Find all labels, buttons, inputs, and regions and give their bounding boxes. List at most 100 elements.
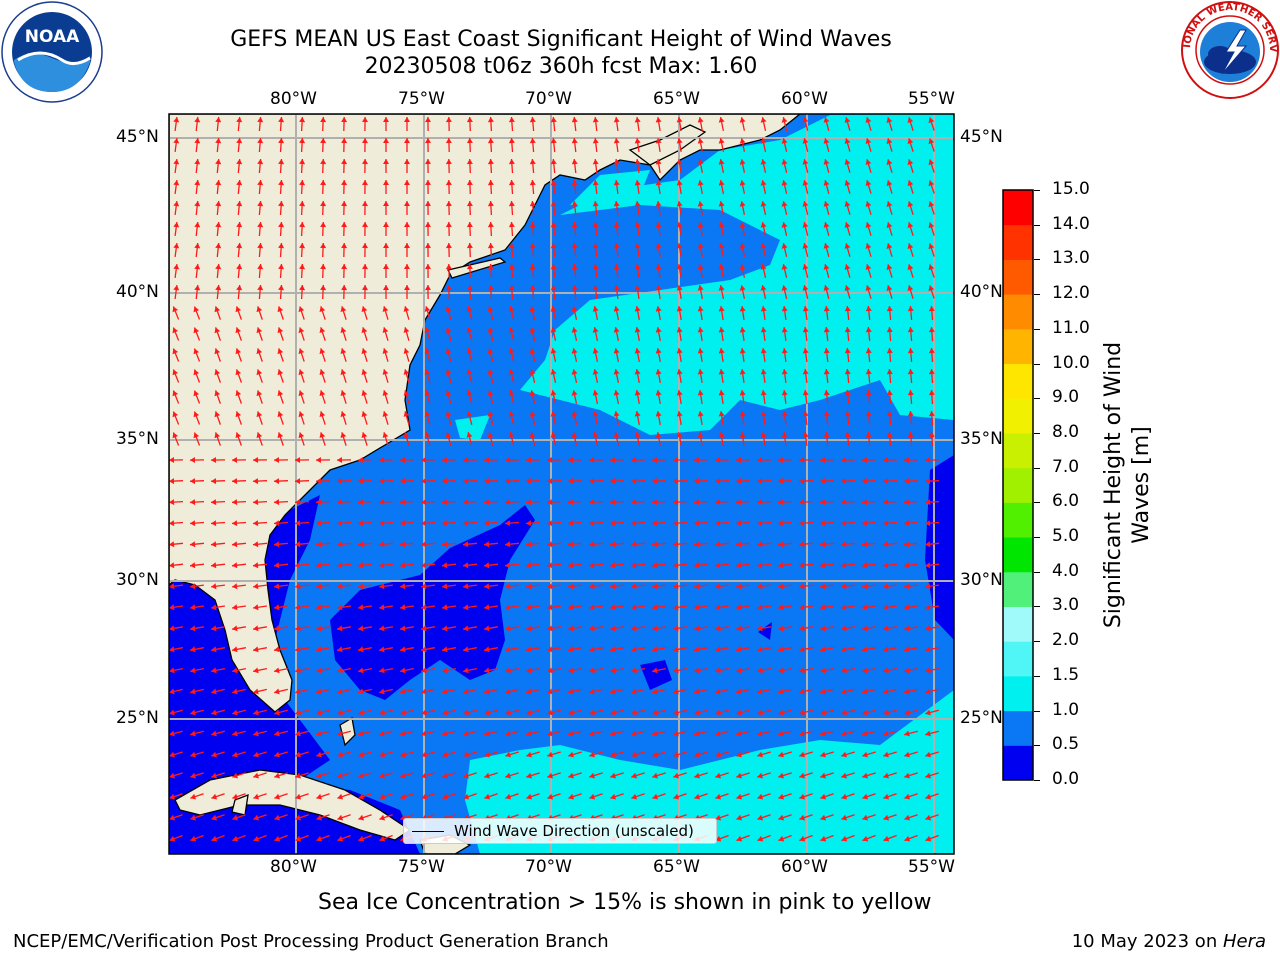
wave-direction-arrowhead [383,201,389,206]
wave-direction-arrowhead [715,646,721,653]
land-long-island [447,257,507,279]
wave-direction-arrowhead [715,625,721,632]
wave-direction-arrowhead [634,411,641,417]
wave-direction-arrowhead [442,730,448,737]
wave-direction-arrowhead [802,369,809,375]
wave-direction-arrowhead [484,541,490,548]
wave-direction-arrowhead [844,306,851,312]
lat-label-left: 25°N [116,708,159,728]
wave-direction-arrowhead [634,285,641,291]
wave-direction-arrowhead [781,369,788,375]
wave-direction-arrowhead [379,793,385,800]
wave-direction-arrowhead [274,751,280,758]
wave-direction-arrowhead [194,117,201,123]
wave-direction-arrowhead [404,264,410,269]
wave-direction-arrowhead [257,180,264,186]
colorbar-tick [1034,675,1040,677]
wave-direction-arrowhead [358,793,364,800]
wave-direction-arrowhead [169,814,176,821]
wave-direction-arrowhead [841,562,847,569]
wave-direction-arrowhead [694,772,700,779]
wave-direction-arrowhead [715,772,721,779]
wave-direction-arrowhead [214,348,221,355]
wave-direction-arrowhead [592,138,599,144]
wave-direction-arrowhead [799,772,805,779]
wave-direction-arrowhead [799,751,805,758]
wave-direction-arrowhead [589,625,595,632]
wave-direction-arrowhead [424,432,431,438]
wave-direction-arrowhead [295,583,301,590]
wave-direction-arrowhead [382,432,389,438]
wave-direction-arrowhead [904,625,910,632]
wave-direction-arrowhead [844,432,851,438]
wave-direction-arrowhead [841,604,847,611]
colorbar-segment [1003,571,1033,607]
wave-direction-arrowhead [865,327,872,333]
wave-direction-arrowhead [694,688,700,695]
wave-direction-arrowhead [673,751,679,758]
wave-zone-1-1.5-south [465,690,954,854]
wave-direction-arrowhead [928,201,935,208]
wave-direction-arrowhead [883,646,889,653]
wave-direction-arrowhead [571,243,578,249]
wave-direction-arrowhead [631,751,637,758]
colorbar-tick [1034,224,1040,226]
wave-direction-arrowhead [757,751,763,758]
wave-direction-arrowhead [547,730,553,737]
wave-direction-arrowhead [253,772,259,779]
wave-direction-arrowhead [424,390,431,396]
wave-direction-arrowhead [928,390,935,396]
wave-direction-arrowhead [736,835,743,842]
wave-direction-arrowhead [631,478,637,485]
wave-direction-arrowhead [739,348,746,354]
wave-direction-arrowhead [883,730,889,737]
wave-direction-arrowhead [673,667,679,674]
wave-direction-arrowhead [211,604,217,611]
wave-direction-arrowhead [862,499,868,506]
wave-direction-arrowhead [487,222,494,228]
wave-direction-arrowhead [841,520,847,527]
wave-direction-arrowhead [340,369,347,375]
wave-direction-arrowhead [844,159,851,165]
wave-direction-arrowhead [463,541,469,548]
wave-direction-arrowhead [421,499,427,506]
wave-direction-arrowhead [844,138,851,144]
wave-direction-arrowhead [190,709,196,716]
wave-direction-arrowhead [907,327,914,333]
wave-direction-arrowhead [190,688,196,695]
colorbar-tick [1034,259,1040,261]
wave-direction-arrowhead [400,478,406,485]
wave-direction-arrowhead [529,264,536,270]
wave-direction-arrowhead [256,369,263,376]
wave-direction-arrowhead [211,751,217,758]
wave-direction-arrowhead [341,159,348,165]
wave-direction-arrowhead [505,751,511,758]
wave-direction-arrowhead [404,243,410,248]
wave-direction-arrowhead [337,499,343,506]
wave-direction-arrowhead [610,520,616,527]
wave-direction-arrowhead [484,457,490,463]
wave-direction-arrowhead [425,180,431,186]
wave-direction-arrowhead [445,201,452,207]
wave-direction-arrowhead [841,478,847,485]
wave-direction-arrowhead [655,348,662,354]
wave-direction-arrowhead [526,457,532,463]
wave-direction-arrowhead [778,562,784,569]
wave-direction-arrowhead [778,814,785,821]
wave-direction-arrowhead [841,772,847,779]
wave-direction-arrowhead [694,478,700,485]
wave-direction-arrowhead [295,520,301,527]
wave-direction-arrowhead [547,793,553,800]
wave-direction-arrowhead [211,583,217,590]
wave-direction-arrowhead [781,390,788,396]
wave-direction-arrowhead [421,478,427,485]
wave-direction-arrowhead [757,583,763,590]
wave-direction-arrowhead [442,688,448,695]
wave-direction-arrowhead [466,180,473,186]
wave-direction-arrowhead [781,243,788,249]
wave-direction-arrowhead [634,201,641,207]
wave-direction-arrowhead [799,667,805,674]
wave-direction-arrowhead [211,835,218,842]
wave-direction-arrowhead [466,306,473,312]
wave-direction-arrowhead [445,306,452,312]
